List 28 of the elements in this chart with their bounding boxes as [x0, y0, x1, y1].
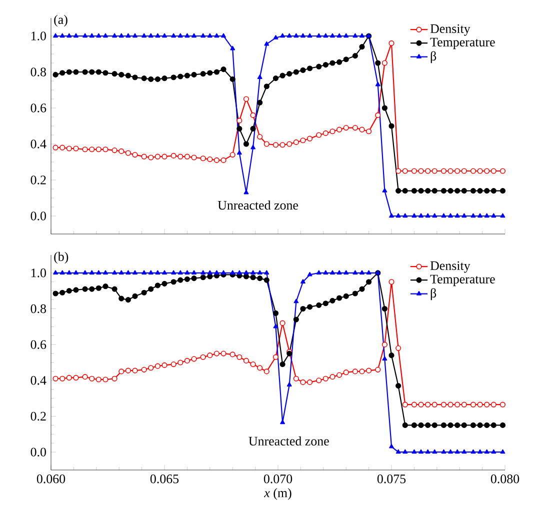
annotation: (b): [54, 252, 68, 264]
legend-label: Temperature: [430, 38, 495, 50]
x-tick-label: 0.060: [36, 474, 66, 484]
x-tick-label: 0.065: [150, 474, 179, 484]
y-tick-label: 0.0: [30, 448, 46, 456]
y-tick-label: 0.6: [30, 340, 46, 349]
y-tick-label: 1.0: [31, 268, 46, 278]
legend-label: Density: [430, 261, 470, 273]
x-tick-label: 0.080: [490, 474, 520, 484]
y-tick-label: 0.2: [30, 176, 46, 184]
y-tick-label: 0.0: [30, 212, 46, 220]
y-tick-label: 0.4: [30, 376, 46, 385]
legend-label: Temperature: [430, 274, 495, 286]
y-tick-label: 0.6: [30, 104, 46, 112]
legend-label: β: [430, 51, 436, 64]
y-tick-label: 0.8: [30, 304, 46, 314]
x-tick-label: 0.070: [264, 474, 292, 484]
y-tick-label: 0.4: [30, 140, 46, 148]
annotation: Unreacted zone: [248, 436, 329, 446]
y-tick-label: 1.0: [31, 32, 46, 40]
y-tick-label: 0.8: [30, 68, 46, 76]
legend-label: Density: [430, 24, 470, 36]
x-tick-label: 0.075: [377, 474, 406, 484]
x-axis-title: x (m): [264, 488, 292, 500]
legend-label: β: [430, 288, 436, 300]
annotation: (a): [54, 14, 68, 27]
annotation: Unreacted zone: [218, 200, 298, 210]
y-tick-label: 0.2: [30, 412, 46, 421]
